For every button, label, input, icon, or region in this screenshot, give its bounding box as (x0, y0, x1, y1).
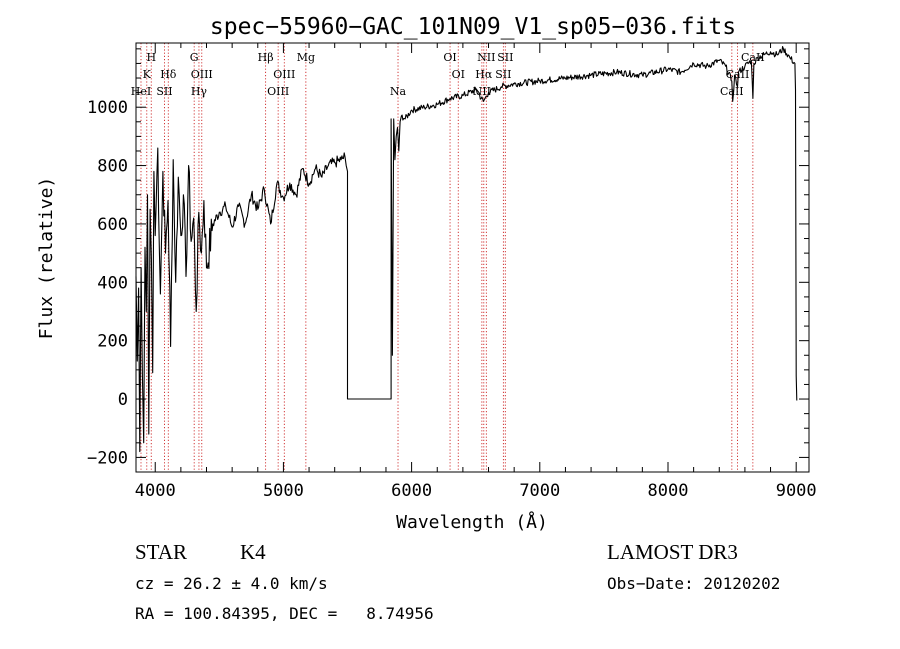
coordinates: RA = 100.84395, DEC = 8.74956 (135, 604, 434, 623)
line-label: Mg (297, 51, 315, 64)
y-tick-label: 400 (97, 273, 128, 293)
plot-frame (135, 42, 810, 473)
line-label: H (146, 51, 156, 64)
x-tick-label: 5000 (263, 481, 304, 501)
line-markers (140, 43, 754, 472)
x-tick-label: 7000 (519, 481, 560, 501)
y-tick-label: 0 (118, 390, 128, 410)
line-labels: HeIKHSIIHδGHγOIIIHβOIIIOIIIMgNaOIOINIIHα… (131, 51, 765, 98)
flux-series-line (135, 45, 798, 453)
line-label: Hγ (191, 85, 208, 98)
line-label: CaII (726, 68, 750, 81)
y-tick-label: −200 (87, 448, 128, 468)
line-label: HeI (131, 85, 151, 98)
x-tick-label: 8000 (648, 481, 689, 501)
chart-title: spec−55960−GAC_101N09_V1_sp05−036.fits (210, 14, 736, 40)
survey-name: LAMOST DR3 (607, 540, 738, 564)
line-label: OIII (267, 85, 289, 98)
flux-series-group (135, 45, 798, 453)
line-label: SII (156, 85, 172, 98)
line-label: Hβ (258, 51, 274, 64)
line-label: Hα (475, 68, 493, 81)
line-label: OIII (191, 68, 213, 81)
obs-date: Obs−Date: 20120202 (607, 574, 781, 593)
y-axis-label: Flux (relative) (36, 177, 57, 340)
y-tick-label: 200 (97, 332, 128, 352)
x-tick-label: 4000 (135, 481, 176, 501)
axis-ticks: 4000 5000 6000 7000 8000 9000 −200 0 200 400 600 80… (87, 43, 817, 501)
object-class: STAR (135, 540, 187, 564)
line-label: Na (390, 85, 407, 98)
line-label: CaII (720, 85, 744, 98)
object-subclass: K4 (240, 540, 266, 564)
line-label: OI (443, 51, 456, 64)
line-label: SII (497, 51, 513, 64)
line-label: CaII (741, 51, 765, 64)
line-label: Hδ (160, 68, 177, 81)
redshift-cz: cz = 26.2 ± 4.0 km/s (135, 574, 328, 593)
y-tick-label: 800 (97, 157, 128, 177)
line-label: OI (452, 68, 465, 81)
line-label: NII (477, 51, 495, 64)
line-label: SII (495, 68, 511, 81)
line-label: NII (473, 85, 491, 98)
y-tick-label: 1000 (87, 98, 128, 118)
x-tick-label: 9000 (776, 481, 817, 501)
x-axis-label: Wavelength (Å) (396, 511, 548, 533)
line-label: K (143, 68, 152, 81)
line-label: G (190, 51, 199, 64)
line-label: OIII (273, 68, 295, 81)
x-tick-label: 6000 (391, 481, 432, 501)
y-tick-label: 600 (97, 215, 128, 235)
